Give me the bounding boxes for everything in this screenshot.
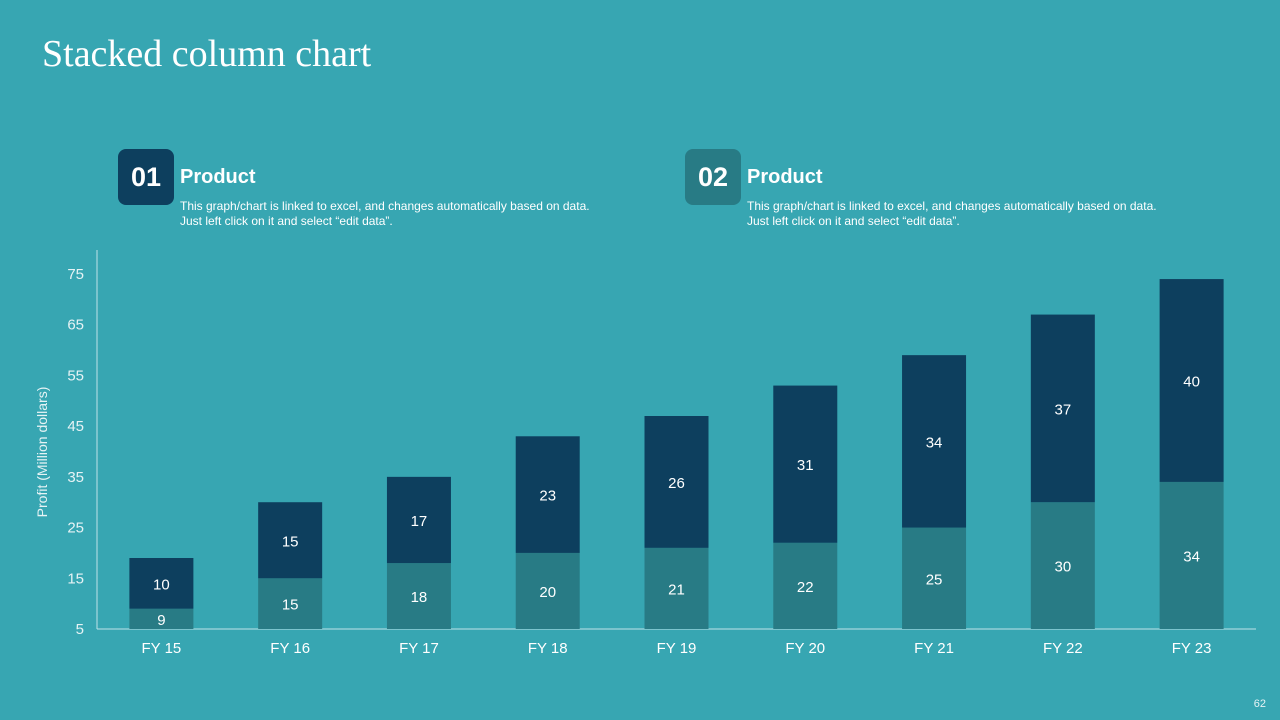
data-label: 20 <box>539 584 556 601</box>
data-label: 34 <box>1183 548 1200 565</box>
x-tick-label: FY 15 <box>142 640 182 657</box>
y-tick-label: 45 <box>67 418 84 435</box>
bar-segment-series-1-fy23 <box>1159 481 1224 629</box>
data-label: 23 <box>539 488 556 505</box>
bar-segment-series-2-fy23 <box>1159 279 1224 482</box>
bar-segment-series-1-fy18 <box>515 552 580 629</box>
data-label: 26 <box>668 475 685 492</box>
callout-2-heading: Product <box>747 166 823 188</box>
bar-segment-series-1-fy19 <box>644 547 709 629</box>
bar-segment-series-1-fy16 <box>258 578 323 629</box>
callout-1-heading: Product <box>180 166 256 188</box>
bar-segment-series-2-fy22 <box>1030 314 1095 503</box>
bar-segment-series-2-fy16 <box>258 502 323 579</box>
bar-segment-series-2-fy20 <box>773 385 838 543</box>
x-tick-label: FY 20 <box>785 640 825 657</box>
bar-segment-series-2-fy21 <box>902 355 967 528</box>
data-label: 17 <box>411 513 428 530</box>
x-tick-label: FY 18 <box>528 640 568 657</box>
callout-2-description: This graph/chart is linked to excel, and… <box>747 199 1157 228</box>
bar-segment-series-2-fy15 <box>129 558 194 609</box>
callout-1: 01 Product This graph/chart is linked to… <box>118 149 590 239</box>
x-tick-label: FY 21 <box>914 640 954 657</box>
bar-segment-series-2-fy18 <box>515 436 580 553</box>
bar-segment-series-1-fy20 <box>773 542 838 629</box>
x-tick-label: FY 23 <box>1172 640 1212 657</box>
callout-1-badge: 01 <box>118 149 174 205</box>
y-tick-label: 65 <box>67 317 84 334</box>
bar-segment-series-1-fy15 <box>129 608 194 629</box>
data-label: 15 <box>282 597 299 614</box>
bar-segment-series-1-fy21 <box>902 527 967 629</box>
x-tick-label: FY 16 <box>270 640 310 657</box>
data-label: 22 <box>797 579 814 596</box>
x-tick-label: FY 22 <box>1043 640 1083 657</box>
y-tick-label: 75 <box>67 266 84 283</box>
bar-segment-series-2-fy19 <box>644 416 709 548</box>
callout-2: 02 Product This graph/chart is linked to… <box>685 149 1157 239</box>
y-tick-label: 25 <box>67 520 84 537</box>
bar-segment-series-1-fy22 <box>1030 502 1095 629</box>
data-label: 25 <box>926 571 943 588</box>
callout-2-badge: 02 <box>685 149 741 205</box>
y-tick-label: 5 <box>76 621 84 638</box>
callout-1-description: This graph/chart is linked to excel, and… <box>180 199 590 228</box>
data-label: 37 <box>1054 401 1071 418</box>
y-tick-label: 35 <box>67 469 84 486</box>
y-axis-label: Profit (Million dollars) <box>34 387 50 518</box>
bar-segment-series-2-fy17 <box>386 476 451 564</box>
page-number: 62 <box>1253 698 1266 710</box>
data-label: 30 <box>1054 559 1071 576</box>
data-label: 40 <box>1183 374 1200 391</box>
x-tick-label: FY 19 <box>657 640 697 657</box>
y-tick-label: 15 <box>67 570 84 587</box>
data-label: 21 <box>668 581 685 598</box>
data-label: 31 <box>797 457 814 474</box>
data-label: 18 <box>411 589 428 606</box>
y-tick-label: 55 <box>67 367 84 384</box>
data-label: 10 <box>153 576 170 593</box>
x-tick-label: FY 17 <box>399 640 439 657</box>
slide-title: Stacked column chart <box>42 33 372 75</box>
bar-segment-series-1-fy17 <box>386 563 451 629</box>
data-label: 34 <box>926 434 943 451</box>
data-label: 9 <box>157 612 165 629</box>
data-label: 15 <box>282 533 299 550</box>
